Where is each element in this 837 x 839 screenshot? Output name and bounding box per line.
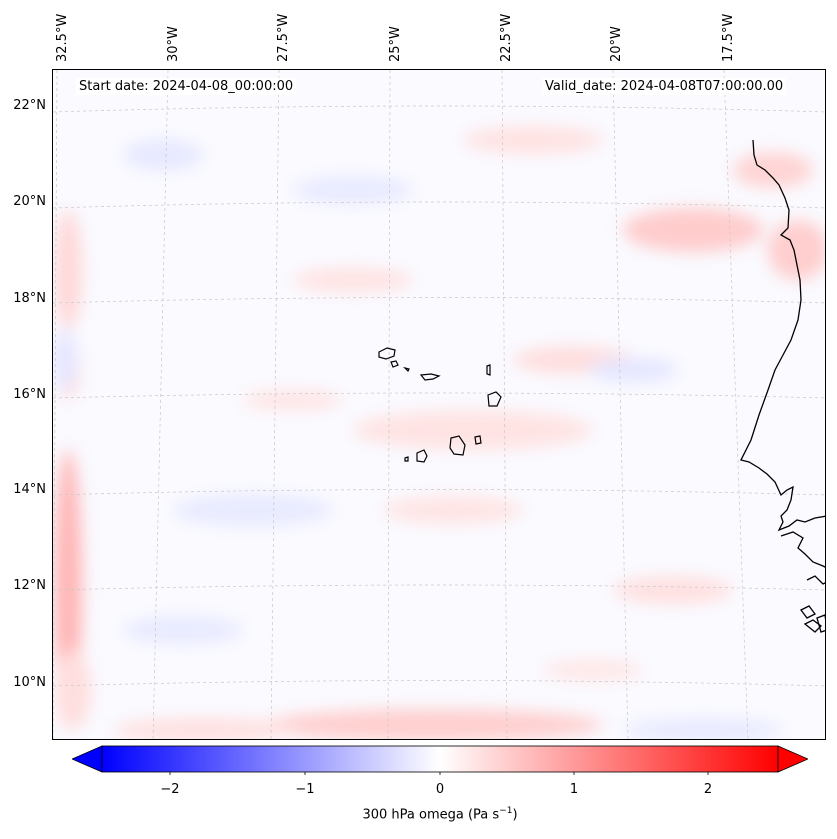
lon-label-25w: 25°W: [388, 26, 403, 62]
lon-label-32-5w: 32.5°W: [55, 13, 70, 62]
lat-label-20n: 20°N: [13, 194, 46, 209]
map-panel: [52, 69, 826, 740]
colorbar-tick-1: 1: [569, 782, 579, 797]
lat-label-12n: 12°N: [13, 578, 46, 593]
omega-field-shading: [53, 126, 825, 739]
colorbar-label-text: 300 hPa omega (Pa s: [362, 807, 500, 823]
colorbar-extend-min: [72, 745, 103, 773]
african-coastline: [740, 139, 825, 633]
valid-date-label: Valid_date: 2024-04-08T07:00:00.00: [542, 78, 787, 95]
colorbar-tick-0: 0: [435, 782, 445, 797]
colorbar-label-exponent: −1: [499, 806, 513, 816]
lat-label-10n: 10°N: [13, 675, 46, 690]
lon-label-20w: 20°W: [609, 26, 624, 62]
lat-label-16n: 16°N: [13, 387, 46, 402]
colorbar-label: 300 hPa omega (Pa s−1): [0, 806, 837, 822]
lon-label-30w: 30°W: [166, 26, 181, 62]
lon-label-17-5w: 17.5°W: [721, 13, 736, 62]
colorbar-tick-neg2: −2: [160, 782, 180, 797]
lon-label-27-5w: 27.5°W: [276, 13, 291, 62]
map-gridlines: [53, 70, 825, 739]
colorbar-label-close: ): [512, 807, 518, 823]
start-date-label: Start date: 2024-04-08_00:00:00: [76, 78, 297, 95]
lon-label-22-5w: 22.5°W: [499, 13, 514, 62]
cape-verde-islands: [378, 347, 502, 463]
lat-label-18n: 18°N: [13, 291, 46, 306]
colorbar-gradient: [101, 745, 779, 773]
colorbar: [72, 745, 808, 775]
colorbar-tick-2: 2: [703, 782, 713, 797]
omega-field-map: [53, 70, 825, 739]
lat-label-14n: 14°N: [13, 482, 46, 497]
lat-label-22n: 22°N: [13, 98, 46, 113]
colorbar-extend-max: [777, 745, 808, 773]
colorbar-tick-neg1: −1: [295, 782, 315, 797]
